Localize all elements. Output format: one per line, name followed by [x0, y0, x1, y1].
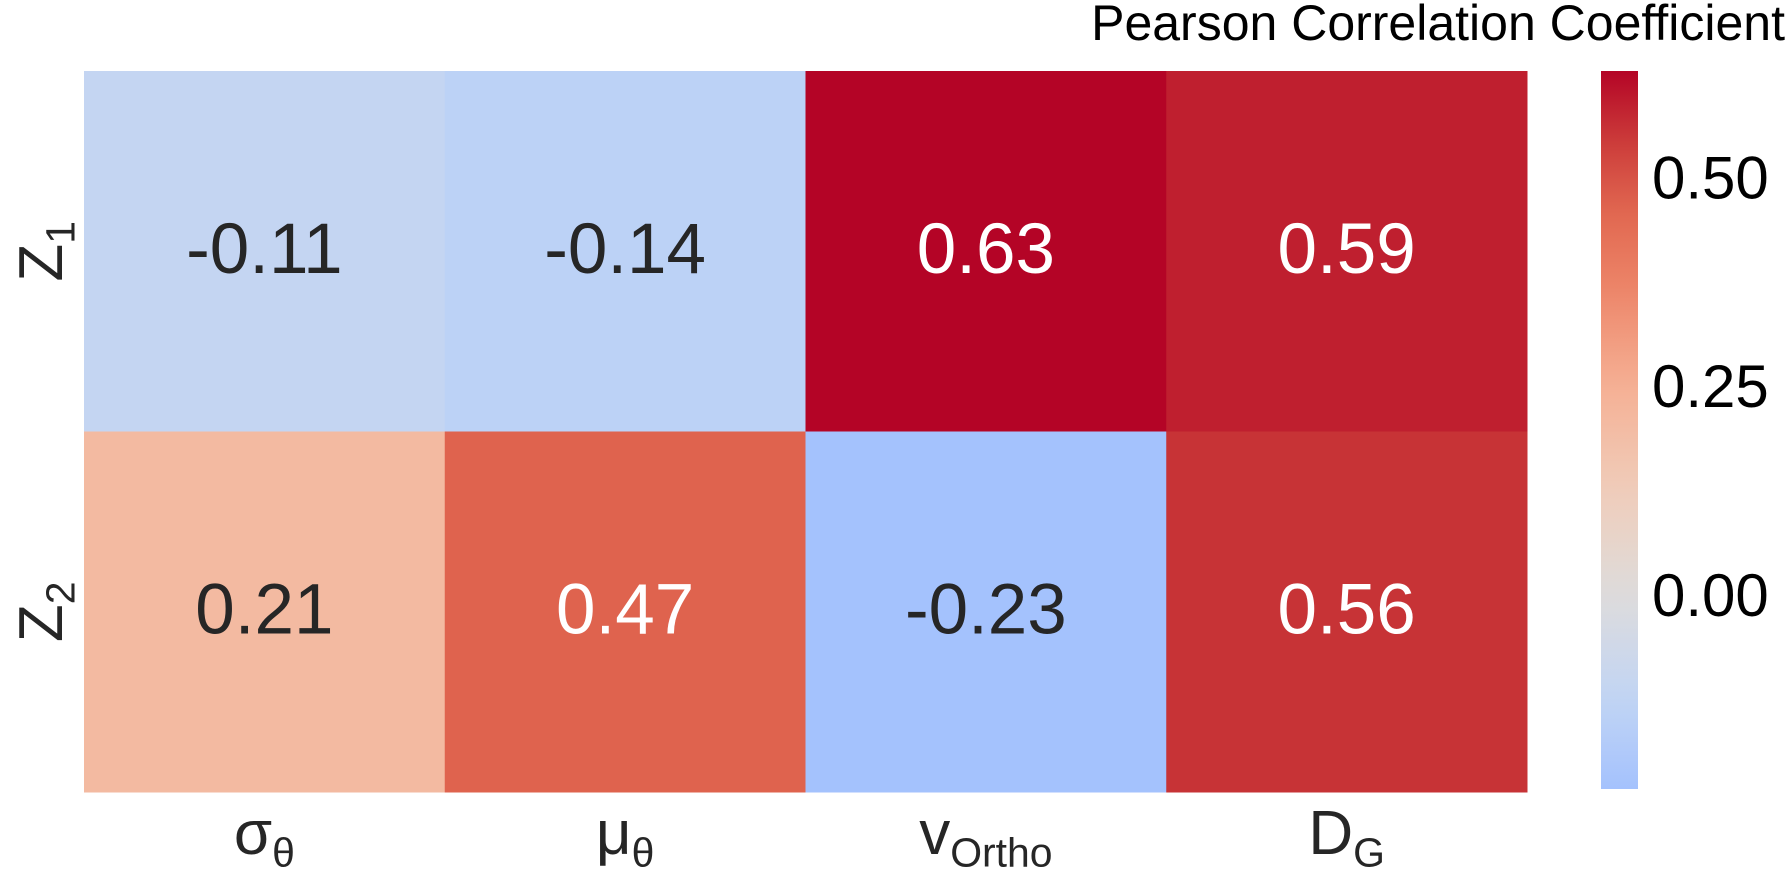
cell-value: 0.63 [917, 210, 1055, 289]
x-tick-label: vOrtho [919, 799, 1052, 875]
x-tick-label-main: v [919, 799, 950, 868]
cell-value: 0.56 [1278, 571, 1416, 650]
x-tick-label-main: μ [596, 799, 632, 868]
cell-value: -0.14 [544, 210, 706, 289]
y-tick-label-main: Z [7, 244, 76, 282]
colorbar-title: Pearson Correlation Coefficient [1091, 0, 1785, 51]
heatmap-cell [84, 431, 446, 793]
heatmap-cell [444, 71, 806, 432]
heatmap-cell [444, 431, 806, 793]
x-tick-label-sub: θ [632, 829, 655, 875]
heatmap-cell [1166, 71, 1528, 432]
cell-value: 0.21 [195, 571, 333, 650]
x-tick-label-main: σ [234, 799, 272, 868]
x-tick-label-main: D [1308, 799, 1353, 868]
colorbar-tick-label: 0.00 [1652, 562, 1769, 629]
heatmap-cell [805, 431, 1167, 793]
y-tick-label: Z1 [7, 221, 83, 282]
cell-value: -0.23 [905, 571, 1067, 650]
x-tick-label: μθ [596, 799, 655, 875]
cell-value: 0.47 [556, 571, 694, 650]
heatmap-cell [805, 71, 1167, 432]
x-tick-label-sub: θ [272, 829, 295, 875]
x-tick-label: DG [1308, 799, 1385, 875]
y-tick-label-main: Z [7, 604, 76, 642]
x-tick-label: σθ [234, 799, 295, 875]
heatmap-cell [1166, 431, 1528, 793]
cell-value: 0.59 [1278, 210, 1416, 289]
x-tick-label-sub: Ortho [950, 829, 1052, 875]
y-tick-label: Z2 [7, 581, 83, 642]
colorbar [1601, 71, 1638, 789]
y-tick-label-sub: 1 [37, 221, 83, 244]
cell-value: -0.11 [186, 210, 343, 289]
colorbar-tick-label: 0.50 [1652, 144, 1769, 211]
heatmap-cell [84, 71, 446, 432]
y-tick-label-sub: 2 [37, 581, 83, 604]
x-tick-label-sub: G [1353, 829, 1385, 875]
colorbar-tick-label: 0.25 [1652, 353, 1769, 420]
